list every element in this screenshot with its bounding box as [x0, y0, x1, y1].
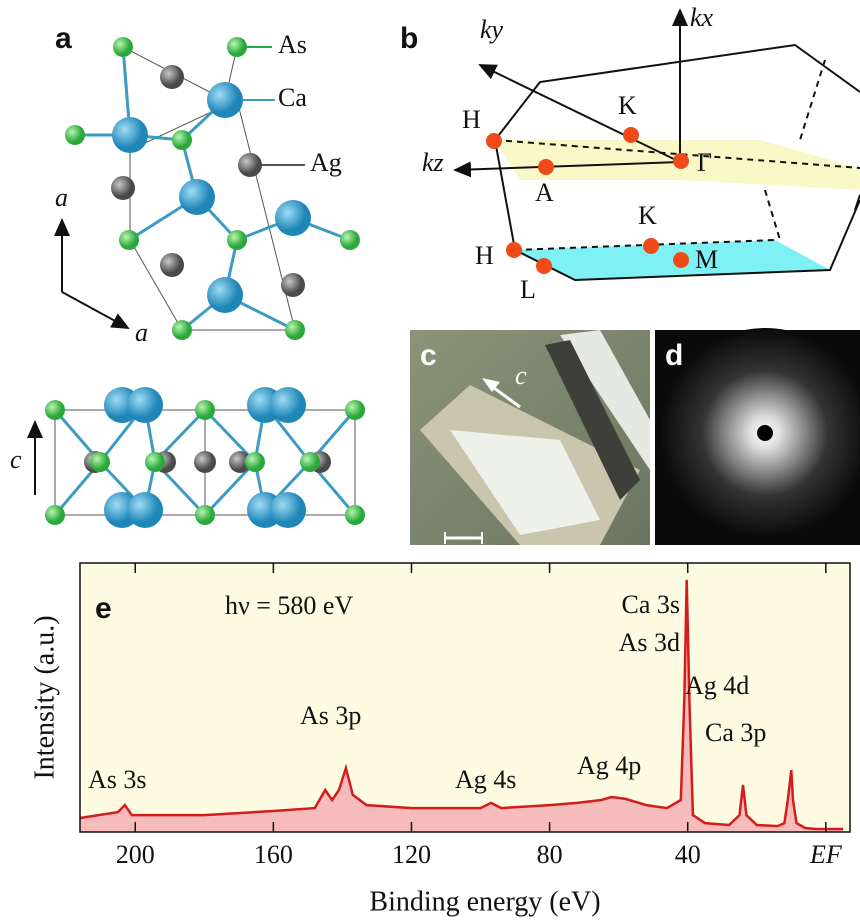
annotation: hν = 580 eV — [225, 591, 353, 620]
crystal-top-view — [65, 37, 360, 340]
annotation: Ca 3p — [705, 718, 766, 747]
panel-label: e — [95, 592, 112, 625]
atom-label: As — [278, 30, 307, 59]
annotation: As 3p — [300, 701, 361, 730]
axis-label: c — [10, 445, 22, 474]
point-label: H — [475, 241, 494, 270]
annotation: As 3s — [88, 765, 147, 794]
point-label: M — [695, 245, 718, 274]
axis-arrow — [62, 292, 128, 328]
x-tick-label: EF — [809, 840, 843, 869]
annotation: Ag 4d — [685, 671, 749, 700]
point-label: K — [618, 91, 637, 120]
annotation: Ca 3s — [622, 590, 681, 619]
x-tick-label: 160 — [254, 840, 293, 869]
axis-label: kz — [422, 148, 444, 177]
axis-label: ky — [480, 15, 504, 44]
x-tick-label: 80 — [537, 840, 563, 869]
point-label: A — [535, 178, 554, 207]
axis-label: a — [55, 183, 68, 212]
x-tick-label: 200 — [116, 840, 155, 869]
x-tick-label: 120 — [392, 840, 431, 869]
annotation: Ag 4p — [577, 751, 641, 780]
point-label: H — [462, 105, 481, 134]
atom-label: Ag — [310, 148, 342, 177]
y-axis-title: Intensity (a.u.) — [29, 615, 60, 779]
annotation: As 3d — [619, 628, 680, 657]
figure: a As Ca Ag a a c b ky kx kz H K Γ A K H … — [0, 0, 860, 922]
brillouin-zone — [455, 10, 860, 280]
point-label: K — [638, 201, 657, 230]
crystal-photo — [410, 330, 650, 545]
point-label: Γ — [697, 148, 712, 177]
diffraction-pattern — [655, 328, 860, 545]
panel-label: b — [400, 22, 418, 55]
x-tick-label: 40 — [675, 840, 701, 869]
panel-label: d — [665, 339, 683, 372]
axis-label: c — [515, 361, 527, 390]
axis-label: kx — [690, 3, 714, 32]
annotation: Ag 4s — [455, 765, 516, 794]
x-axis-title: Binding energy (eV) — [369, 886, 600, 917]
panel-label: c — [420, 339, 437, 372]
panel-label: a — [55, 22, 72, 55]
spectrum-chart: 200 160 120 80 40 EF Binding energy (eV) Intens… — [29, 563, 850, 917]
axis-label: a — [135, 318, 148, 347]
point-label: L — [520, 275, 536, 304]
crystal-side-view — [45, 387, 365, 528]
atom-label: Ca — [278, 83, 307, 112]
